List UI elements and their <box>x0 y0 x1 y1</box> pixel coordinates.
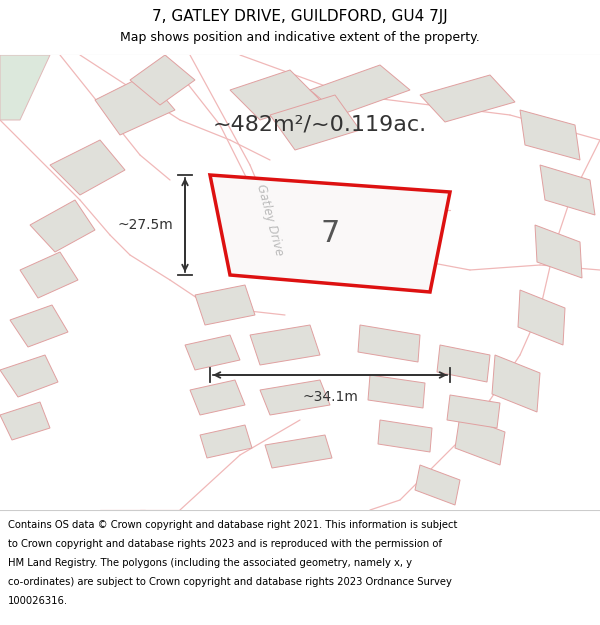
Polygon shape <box>310 65 410 115</box>
Polygon shape <box>455 415 505 465</box>
Polygon shape <box>230 70 320 120</box>
Text: 100026316.: 100026316. <box>8 596 68 606</box>
Polygon shape <box>265 435 332 468</box>
Polygon shape <box>368 375 425 408</box>
Polygon shape <box>420 75 515 122</box>
Polygon shape <box>415 465 460 505</box>
Polygon shape <box>0 55 50 120</box>
Polygon shape <box>250 325 320 365</box>
Polygon shape <box>437 345 490 382</box>
Polygon shape <box>540 165 595 215</box>
Text: Map shows position and indicative extent of the property.: Map shows position and indicative extent… <box>120 31 480 44</box>
Text: to Crown copyright and database rights 2023 and is reproduced with the permissio: to Crown copyright and database rights 2… <box>8 539 442 549</box>
Text: ~34.1m: ~34.1m <box>302 390 358 404</box>
Polygon shape <box>10 305 68 347</box>
Polygon shape <box>200 425 252 458</box>
Polygon shape <box>190 380 245 415</box>
Polygon shape <box>378 420 432 452</box>
Polygon shape <box>270 95 360 150</box>
Polygon shape <box>95 75 175 135</box>
Polygon shape <box>358 325 420 362</box>
Text: Contains OS data © Crown copyright and database right 2021. This information is : Contains OS data © Crown copyright and d… <box>8 520 457 530</box>
Text: HM Land Registry. The polygons (including the associated geometry, namely x, y: HM Land Registry. The polygons (includin… <box>8 558 412 568</box>
Text: 7, GATLEY DRIVE, GUILDFORD, GU4 7JJ: 7, GATLEY DRIVE, GUILDFORD, GU4 7JJ <box>152 9 448 24</box>
Text: co-ordinates) are subject to Crown copyright and database rights 2023 Ordnance S: co-ordinates) are subject to Crown copyr… <box>8 577 452 587</box>
Polygon shape <box>447 395 500 428</box>
Polygon shape <box>20 252 78 298</box>
Polygon shape <box>518 290 565 345</box>
Polygon shape <box>130 55 195 105</box>
Text: Gatley Drive: Gatley Drive <box>254 182 286 258</box>
Polygon shape <box>520 110 580 160</box>
Polygon shape <box>210 175 450 292</box>
Polygon shape <box>492 355 540 412</box>
Polygon shape <box>195 285 255 325</box>
Polygon shape <box>0 355 58 397</box>
Polygon shape <box>185 335 240 370</box>
Polygon shape <box>535 225 582 278</box>
Text: ~482m²/~0.119ac.: ~482m²/~0.119ac. <box>213 115 427 135</box>
Text: 7: 7 <box>320 219 340 248</box>
Polygon shape <box>0 402 50 440</box>
Polygon shape <box>260 380 330 415</box>
Polygon shape <box>50 140 125 195</box>
Text: ~27.5m: ~27.5m <box>117 218 173 232</box>
Polygon shape <box>30 200 95 252</box>
